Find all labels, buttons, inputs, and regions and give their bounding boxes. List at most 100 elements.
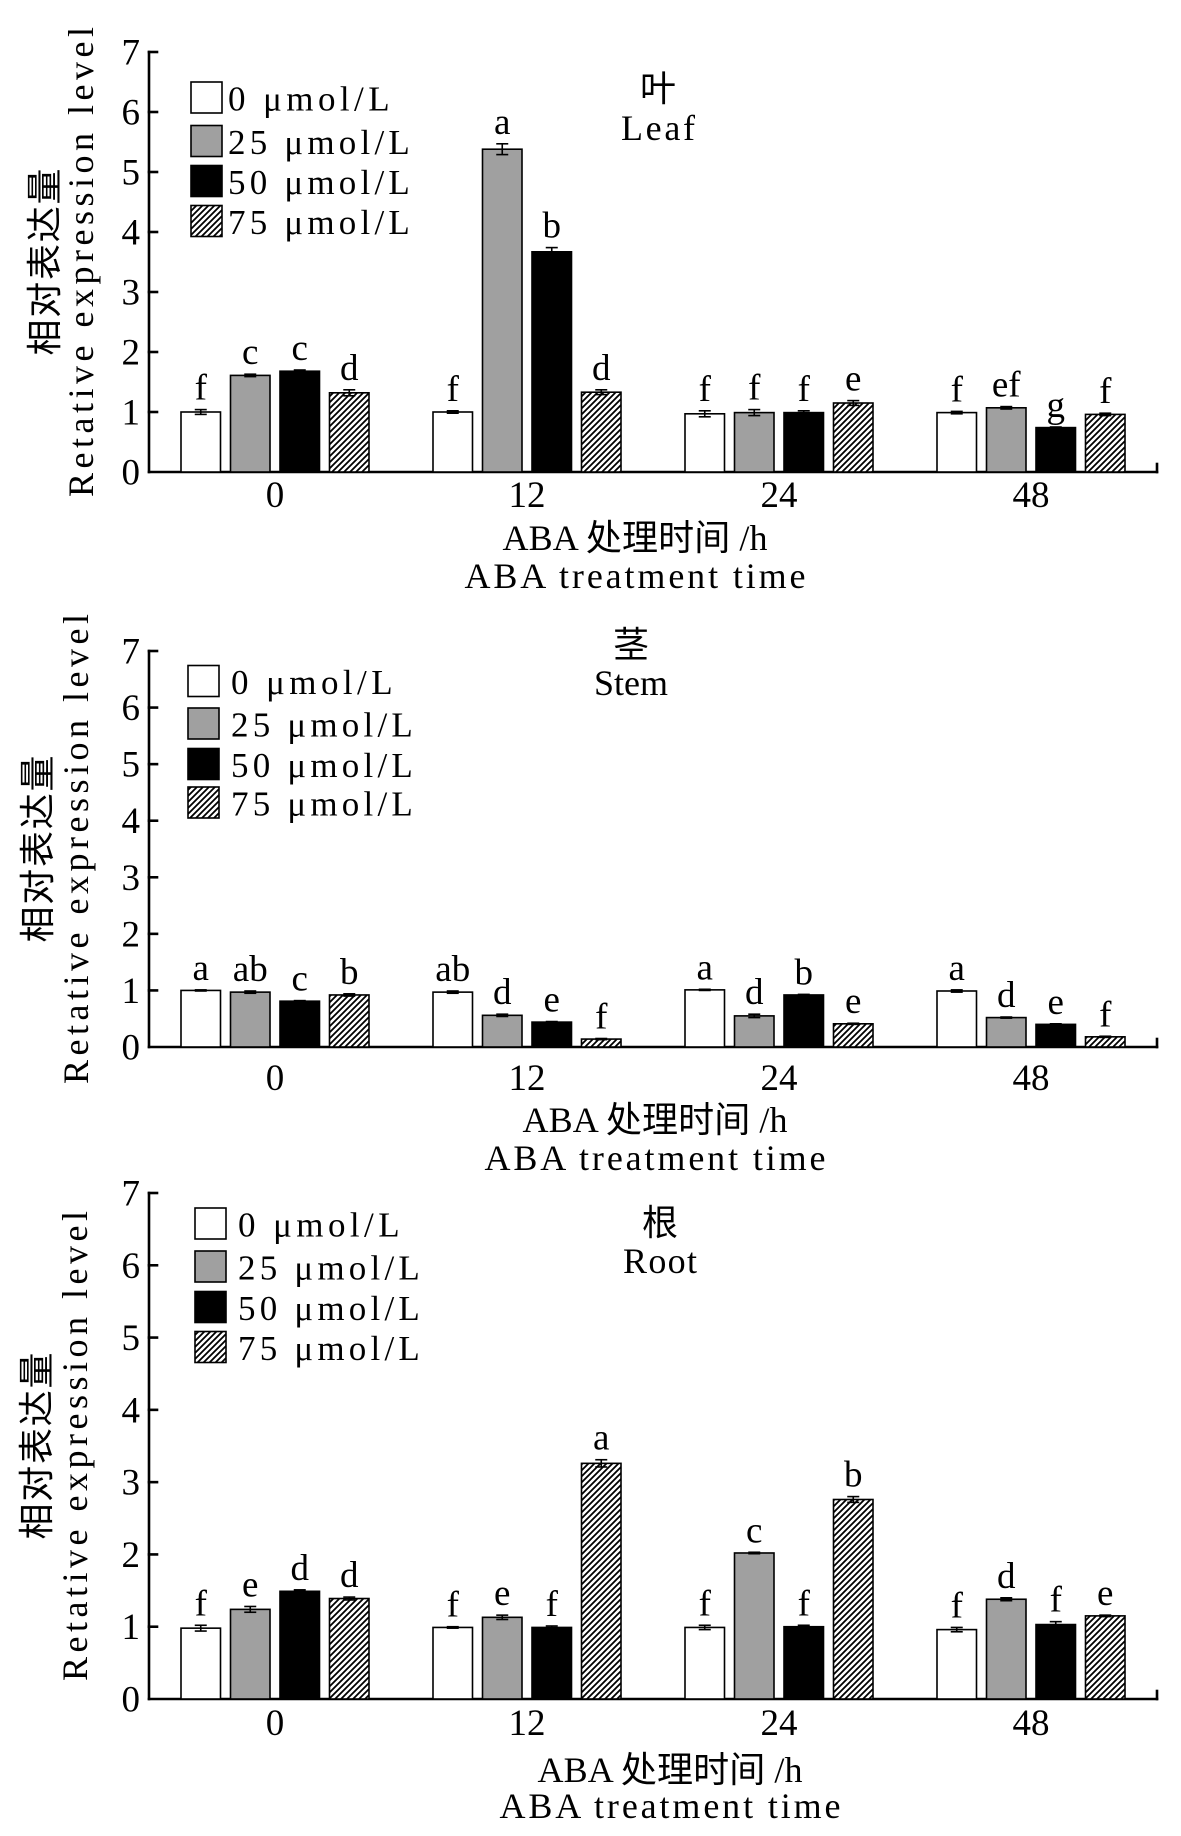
significance-letter: b: [795, 952, 814, 993]
legend-item: 75 μmol/L: [190, 203, 410, 242]
y-axis-title-cn: 相对表达量: [17, 1353, 57, 1540]
bar-stem-48h-series-3: [1084, 1036, 1126, 1048]
significance-letter: c: [746, 1510, 762, 1551]
x-tick-label: 12: [509, 475, 546, 516]
error-bar: [545, 1020, 558, 1024]
legend-swatch: [194, 1330, 227, 1364]
error-bar: [1000, 405, 1013, 410]
error-bar: [797, 409, 810, 416]
error-bar: [1099, 1035, 1112, 1039]
legend-label: 75 μmol/L: [228, 203, 410, 242]
y-tick-label: 2: [122, 333, 141, 374]
y-tick-label: 1: [122, 971, 141, 1012]
legend-swatch: [190, 124, 223, 158]
bar-root-48h-series-1: [985, 1598, 1027, 1700]
bar-leaf-12h-series-2: [531, 251, 573, 473]
legend-swatch: [194, 1290, 227, 1324]
significance-letter: d: [493, 972, 512, 1013]
significance-letter: a: [697, 947, 713, 988]
error-bar: [847, 1495, 860, 1504]
error-bar: [446, 990, 459, 995]
bar-root-12h-series-3: [580, 1462, 622, 1700]
bar-leaf-12h-series-3: [580, 391, 622, 473]
y-tick-label: 3: [122, 1463, 141, 1504]
x-tick-label: 12: [509, 1058, 546, 1099]
bar-root-12h-series-0: [432, 1626, 474, 1700]
bar-leaf-12h-series-0: [432, 411, 474, 473]
y-axis-title-en: Retative expression level: [55, 1211, 95, 1681]
legend-item: 50 μmol/L: [187, 746, 413, 785]
bar-leaf-24h-series-0: [684, 412, 726, 473]
panel-title-cn: 根: [642, 1203, 678, 1243]
legend-label: 25 μmol/L: [231, 706, 413, 745]
bar-leaf-48h-series-0: [936, 411, 978, 473]
legend-label: 50 μmol/L: [238, 1289, 420, 1328]
significance-letter: f: [195, 368, 208, 409]
legend-swatch: [194, 1250, 227, 1283]
significance-letter: f: [798, 1583, 811, 1624]
bar-leaf-24h-series-2: [783, 411, 825, 473]
y-tick-label: 2: [122, 914, 141, 955]
bar-root-0h-series-0: [180, 1627, 222, 1700]
significance-letter: f: [1099, 371, 1112, 412]
error-bar: [1049, 1023, 1062, 1026]
legend-swatch: [187, 747, 220, 781]
x-tick-label: 48: [1013, 1058, 1050, 1099]
significance-letter: f: [1099, 994, 1112, 1035]
y-axis-title-en: Retative expression level: [56, 614, 96, 1084]
x-tick-label: 24: [761, 1703, 798, 1744]
panel-title-en: Leaf: [621, 108, 695, 148]
error-bar: [1099, 1614, 1112, 1618]
legend-label: 50 μmol/L: [231, 746, 413, 785]
bar-root-48h-series-0: [936, 1628, 978, 1700]
significance-letter: c: [292, 959, 308, 1000]
x-tick-label: 48: [1013, 1703, 1050, 1744]
error-bar: [496, 1013, 509, 1018]
y-axis-title-cn: 相对表达量: [25, 169, 65, 356]
error-bar: [797, 993, 810, 997]
error-bar: [1099, 412, 1112, 417]
significance-letter: c: [242, 332, 258, 373]
panel-title-en: Stem: [594, 663, 668, 703]
significance-letter: f: [699, 369, 712, 410]
legend-swatch: [187, 786, 220, 819]
bar-root-24h-series-3: [832, 1498, 874, 1700]
legend-swatch: [190, 204, 223, 238]
significance-letter: f: [798, 369, 811, 410]
y-tick-label: 1: [122, 393, 141, 434]
legend-swatch: [187, 707, 220, 740]
legend-item: 50 μmol/L: [194, 1289, 420, 1328]
bar-stem-12h-series-1: [481, 1014, 523, 1048]
legend-label: 50 μmol/L: [228, 163, 410, 202]
y-tick-label: 0: [122, 1028, 141, 1069]
significance-letter: e: [1048, 982, 1064, 1023]
error-bar: [194, 989, 207, 992]
bar-stem-0h-series-0: [180, 989, 222, 1048]
bar-root-48h-series-3: [1084, 1615, 1126, 1700]
significance-letter: a: [193, 948, 209, 989]
error-bar: [1000, 1016, 1013, 1019]
error-bar: [343, 1596, 356, 1601]
legend-label: 0 μmol/L: [231, 663, 393, 702]
significance-letter: f: [951, 1585, 964, 1626]
bar-leaf-0h-series-1: [229, 374, 271, 473]
legend-item: 0 μmol/L: [187, 663, 393, 702]
bar-root-24h-series-0: [684, 1626, 726, 1700]
y-tick-label: 4: [122, 213, 141, 254]
error-bar: [446, 1625, 459, 1629]
bar-root-12h-series-2: [531, 1626, 573, 1700]
bar-root-24h-series-1: [733, 1552, 775, 1700]
bar-leaf-12h-series-1: [481, 148, 523, 473]
bar-root-12h-series-1: [481, 1616, 523, 1700]
y-tick-label: 3: [122, 858, 141, 899]
panel-title-en: Root: [623, 1241, 697, 1281]
error-bar: [950, 1626, 963, 1633]
legend-item: 25 μmol/L: [194, 1249, 420, 1288]
error-bar: [847, 1022, 860, 1026]
x-axis-title-cn: ABA 处理时间 /h: [523, 1100, 788, 1140]
significance-letter: ab: [233, 949, 268, 990]
significance-letter: e: [845, 359, 861, 400]
y-tick-label: 6: [122, 93, 141, 134]
